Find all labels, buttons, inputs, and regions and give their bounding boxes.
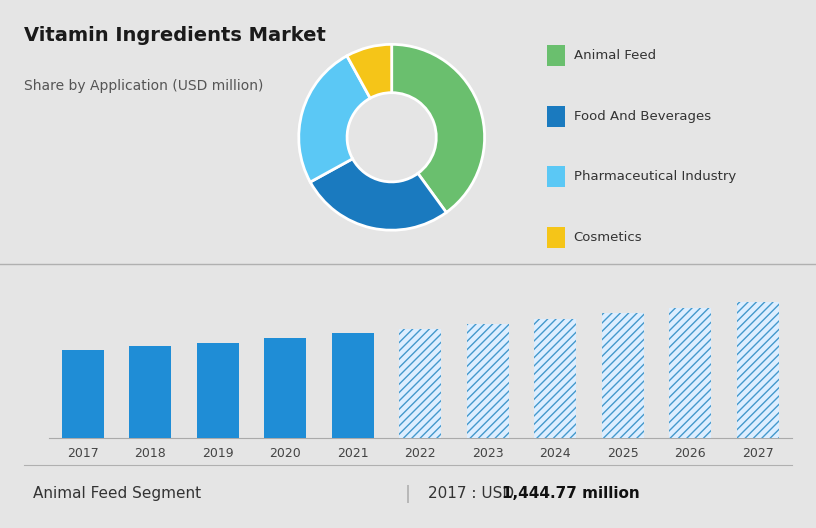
Bar (62, 350, 104, 438)
Text: Food And Beverages: Food And Beverages (574, 110, 711, 122)
Wedge shape (392, 44, 485, 212)
Text: Cosmetics: Cosmetics (574, 231, 642, 244)
Bar (467, 324, 508, 438)
Bar (737, 302, 778, 438)
Wedge shape (347, 44, 392, 98)
Bar (399, 328, 441, 438)
Bar (534, 319, 576, 438)
Bar (602, 313, 644, 438)
Text: 1,444.77 million: 1,444.77 million (502, 486, 640, 501)
Wedge shape (299, 56, 370, 182)
Text: 2017 : USD: 2017 : USD (428, 486, 520, 501)
Bar (332, 334, 374, 438)
Bar (669, 308, 712, 438)
Text: Pharmaceutical Industry: Pharmaceutical Industry (574, 171, 736, 183)
Wedge shape (310, 159, 446, 230)
Text: Share by Application (USD million): Share by Application (USD million) (24, 79, 264, 93)
Bar (129, 346, 171, 438)
Text: Vitamin Ingredients Market: Vitamin Ingredients Market (24, 26, 326, 45)
Text: Animal Feed: Animal Feed (574, 49, 656, 62)
Text: |: | (405, 485, 411, 503)
Bar (197, 343, 238, 438)
Text: Animal Feed Segment: Animal Feed Segment (33, 486, 201, 501)
Bar (264, 338, 306, 438)
